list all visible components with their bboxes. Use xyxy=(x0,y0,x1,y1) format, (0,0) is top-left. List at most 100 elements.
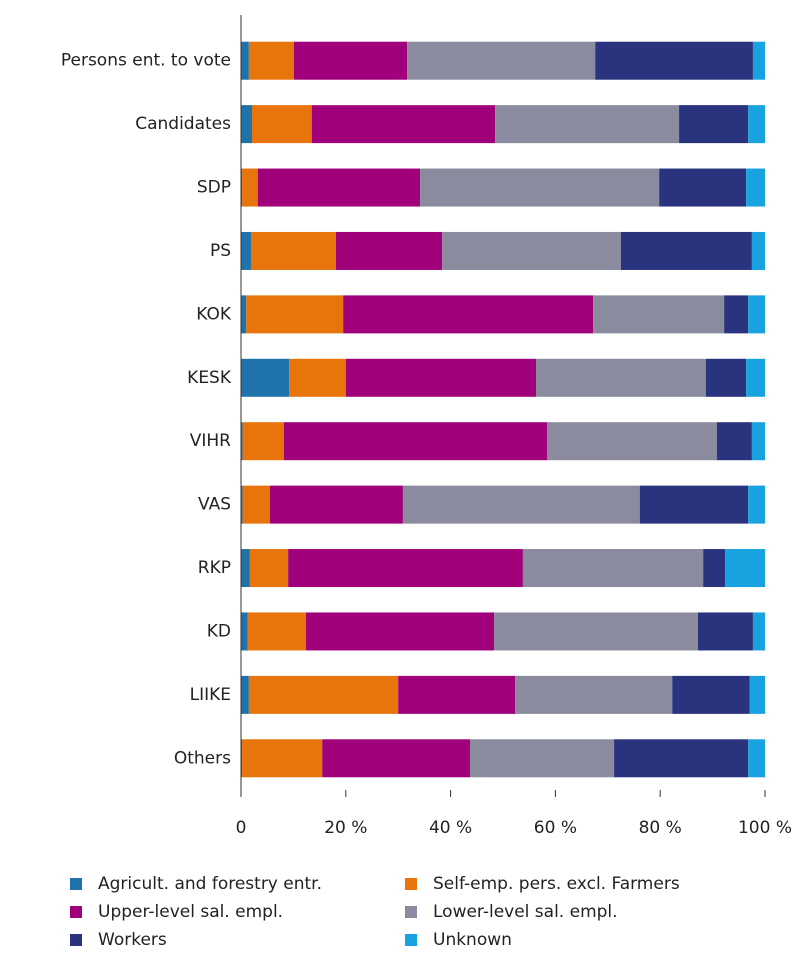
bar-segment xyxy=(305,612,495,651)
bar-segment xyxy=(703,549,726,588)
bar-segment xyxy=(241,549,250,588)
y-tick-label: PS xyxy=(210,241,231,261)
bar-segment xyxy=(679,105,749,144)
bar-segment xyxy=(705,358,747,397)
bar-segment xyxy=(547,422,717,461)
bar-segment xyxy=(442,231,621,270)
bar-segment xyxy=(252,105,312,144)
x-tick-label: 0 xyxy=(236,818,247,838)
legend-marker xyxy=(405,934,417,946)
bar-segment xyxy=(495,105,680,144)
legend-label: Lower-level sal. empl. xyxy=(433,902,618,922)
bar-segment xyxy=(746,168,765,207)
bar-segment xyxy=(242,168,258,207)
bar-segment xyxy=(246,295,344,334)
bar-segment xyxy=(748,485,765,524)
x-tick-label: 100 % xyxy=(738,818,792,838)
y-tick-label: KOK xyxy=(196,304,232,324)
bar-segment xyxy=(289,358,346,397)
bar-segment xyxy=(241,231,251,270)
y-tick-label: KD xyxy=(207,621,231,641)
bar-segment xyxy=(322,739,470,778)
bar-segment xyxy=(515,675,673,714)
bar-segment xyxy=(311,105,496,144)
y-tick-label: VAS xyxy=(198,495,231,515)
bar-segment xyxy=(241,168,243,207)
y-tick-label: VIHR xyxy=(190,431,231,451)
bar-segment xyxy=(749,675,765,714)
bar-segment xyxy=(752,41,765,80)
bar-segment xyxy=(407,41,596,80)
bar-segment xyxy=(247,612,306,651)
bar-segment xyxy=(242,422,284,461)
bar-segment xyxy=(748,105,765,144)
bar-segment xyxy=(469,739,615,778)
bar-segment xyxy=(242,485,270,524)
bar-segment xyxy=(241,295,247,334)
y-tick-label: SDP xyxy=(197,178,231,198)
x-tick-label: 80 % xyxy=(639,818,682,838)
bar-segment xyxy=(593,295,725,334)
bar-segment xyxy=(241,358,290,397)
bar-segment xyxy=(269,485,403,524)
x-tick-label: 40 % xyxy=(429,818,472,838)
legend-label: Agricult. and forestry entr. xyxy=(98,874,322,894)
bar-segment xyxy=(248,41,294,80)
bar-segment xyxy=(241,612,248,651)
bar-segment xyxy=(241,675,249,714)
bar-segment xyxy=(257,168,421,207)
bar-segment xyxy=(241,105,253,144)
bar-segment xyxy=(293,41,408,80)
bar-segment xyxy=(250,231,336,270)
bar-segment xyxy=(522,549,704,588)
bar-segment xyxy=(659,168,747,207)
bar-segment xyxy=(242,739,323,778)
bar-segment xyxy=(639,485,749,524)
bar-segment xyxy=(614,739,749,778)
bar-segment xyxy=(672,675,750,714)
y-tick-label: LIIKE xyxy=(190,685,231,705)
legend-marker xyxy=(70,878,82,890)
y-tick-label: RKP xyxy=(198,558,231,578)
y-tick-label: Candidates xyxy=(135,114,231,134)
bar-segment xyxy=(248,675,399,714)
legend-marker xyxy=(405,878,417,890)
bar-segment xyxy=(241,485,243,524)
y-tick-label: Others xyxy=(174,748,231,768)
bar-segment xyxy=(697,612,753,651)
bar-segment xyxy=(283,422,548,461)
bar-segment xyxy=(595,41,753,80)
bar-segment xyxy=(752,612,765,651)
y-tick-label: Persons ent. to vote xyxy=(61,51,231,71)
bar-segment xyxy=(751,231,765,270)
bar-segment xyxy=(536,358,706,397)
bar-segment xyxy=(343,295,594,334)
bar-segment xyxy=(288,549,523,588)
y-tick-label: KESK xyxy=(187,368,232,388)
x-tick-label: 60 % xyxy=(534,818,577,838)
bar-segment xyxy=(249,549,289,588)
bar-segment xyxy=(494,612,698,651)
bar-segment xyxy=(241,41,249,80)
bar-segment xyxy=(241,739,243,778)
bar-segment xyxy=(335,231,443,270)
bar-segment xyxy=(748,739,765,778)
legend-label: Workers xyxy=(98,930,167,950)
bar-segment xyxy=(716,422,752,461)
bar-segment xyxy=(241,422,243,461)
bar-segment xyxy=(724,295,749,334)
bar-segment xyxy=(398,675,516,714)
bar-segment xyxy=(748,295,765,334)
bar-segment xyxy=(420,168,660,207)
legend-label: Unknown xyxy=(433,930,512,950)
bar-segment xyxy=(402,485,640,524)
bar-segment xyxy=(620,231,752,270)
legend-marker xyxy=(70,906,82,918)
bar-segment xyxy=(345,358,537,397)
legend-marker xyxy=(405,906,417,918)
legend-label: Self-emp. pers. excl. Farmers xyxy=(433,874,680,894)
x-tick-label: 20 % xyxy=(324,818,367,838)
legend-marker xyxy=(70,934,82,946)
bar-segment xyxy=(746,358,765,397)
